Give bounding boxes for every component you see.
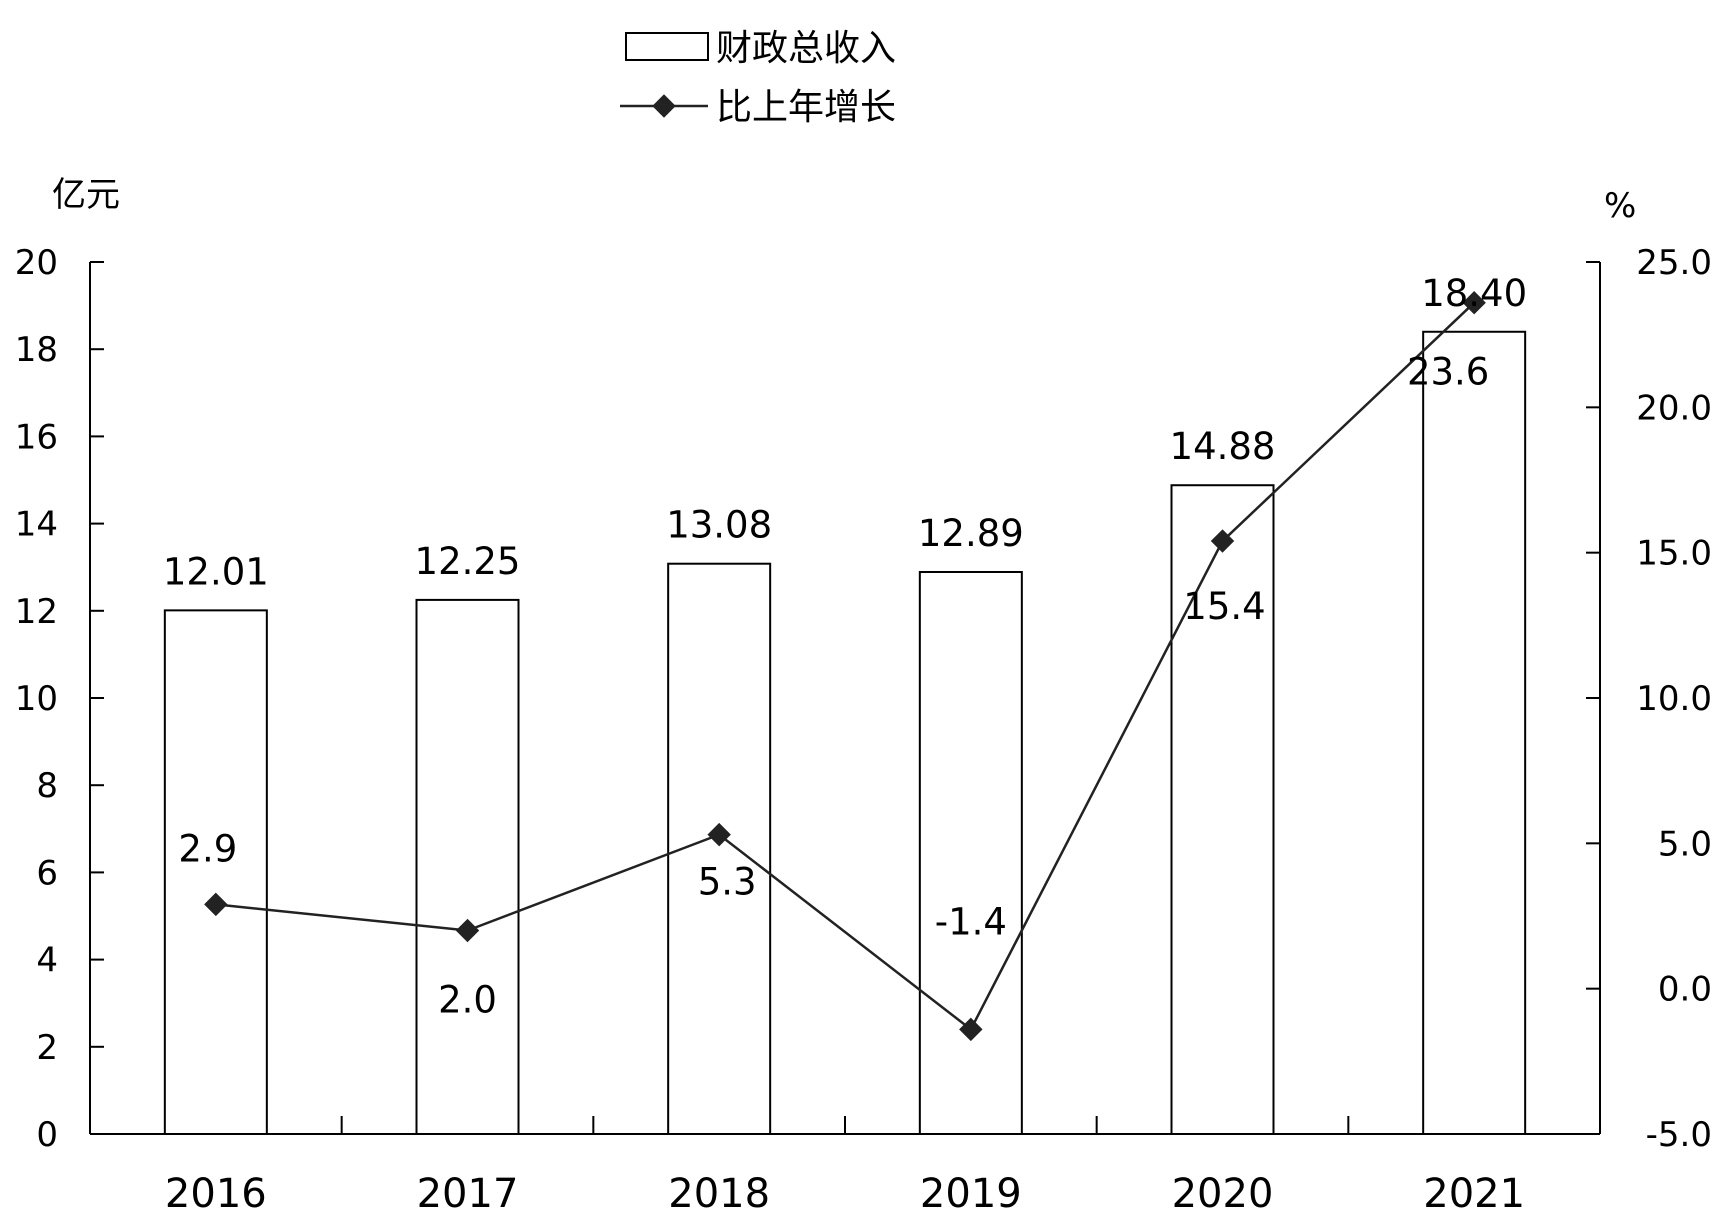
x-tick-label: 2021 xyxy=(1423,1171,1525,1217)
bar-2017 xyxy=(415,598,520,1135)
growth-value-label: 15.4 xyxy=(1183,585,1265,628)
legend-bar-swatch xyxy=(625,32,709,61)
bar-2019 xyxy=(918,570,1023,1135)
growth-point-2018 xyxy=(707,822,731,847)
bar-value-label: 18.40 xyxy=(1421,272,1527,315)
right-y-tick-label: 5.0 xyxy=(1658,824,1712,864)
right-y-tick-label: 0.0 xyxy=(1658,970,1712,1010)
right-y-tick-label: 20.0 xyxy=(1636,388,1712,428)
bars xyxy=(163,330,1527,1135)
growth-value-label: 23.6 xyxy=(1407,351,1489,394)
left-y-tick-label: 2 xyxy=(36,1028,58,1068)
bar-2020 xyxy=(1170,484,1275,1135)
left-y-tick-label: 10 xyxy=(15,679,58,719)
left-y-tick-label: 14 xyxy=(15,505,58,545)
legend-line-marker xyxy=(652,94,676,118)
data-labels: 12.01 12.25 13.08 12.89 14.88 18.40 2.9 2.0 5.3 -… xyxy=(163,272,1527,1022)
bar-2016 xyxy=(163,609,268,1135)
x-tick-label: 2017 xyxy=(417,1171,519,1217)
left-y-tick-label: 0 xyxy=(36,1115,58,1155)
right-axis-unit: % xyxy=(1604,186,1636,226)
axes: 0 2 4 6 8 10 12 14 16 18 20 -5.0 0.0 5.0 10.0 15.0 20.0 2… xyxy=(15,243,1712,1217)
growth-line-series xyxy=(204,290,1486,1042)
bar-2021 xyxy=(1422,330,1527,1135)
left-y-tick-label: 8 xyxy=(36,766,58,806)
left-y-tick-label: 18 xyxy=(15,330,58,370)
x-tick-label: 2020 xyxy=(1172,1171,1274,1217)
x-tick-label: 2018 xyxy=(668,1171,770,1217)
left-y-tick-label: 20 xyxy=(15,243,58,283)
bar-value-label: 12.25 xyxy=(415,540,521,583)
x-tick-label: 2019 xyxy=(920,1171,1022,1217)
legend-bar-label: 财政总收入 xyxy=(716,28,896,69)
right-y-tick-label: 25.0 xyxy=(1636,243,1712,283)
right-y-tick-label: 15.0 xyxy=(1636,534,1712,574)
bar-value-label: 14.88 xyxy=(1170,425,1276,468)
x-tick-label: 2016 xyxy=(165,1171,267,1217)
growth-point-2021 xyxy=(1462,290,1486,315)
left-y-tick-label: 6 xyxy=(36,853,58,893)
bar-value-label: 12.01 xyxy=(163,550,269,593)
growth-point-2020 xyxy=(1210,529,1235,553)
right-y-tick-label: 10.0 xyxy=(1636,679,1712,719)
growth-value-label: -1.4 xyxy=(935,900,1007,943)
growth-value-label: 2.9 xyxy=(178,827,237,870)
growth-point-2017 xyxy=(455,918,480,943)
growth-point-2019 xyxy=(959,1017,983,1042)
growth-point-2016 xyxy=(204,892,228,917)
left-y-tick-label: 4 xyxy=(36,941,58,981)
bar-value-label: 12.89 xyxy=(918,512,1024,555)
growth-line xyxy=(215,301,1476,1032)
right-y-tick-label: -5.0 xyxy=(1646,1115,1712,1155)
left-y-tick-label: 12 xyxy=(15,592,58,632)
legend-line-label: 比上年增长 xyxy=(716,87,896,128)
bar-value-label: 13.08 xyxy=(666,504,772,547)
growth-value-label: 2.0 xyxy=(438,979,497,1022)
left-axis-unit: 亿元 xyxy=(52,175,120,215)
growth-value-label: 5.3 xyxy=(698,861,757,904)
left-y-tick-label: 16 xyxy=(15,417,58,457)
